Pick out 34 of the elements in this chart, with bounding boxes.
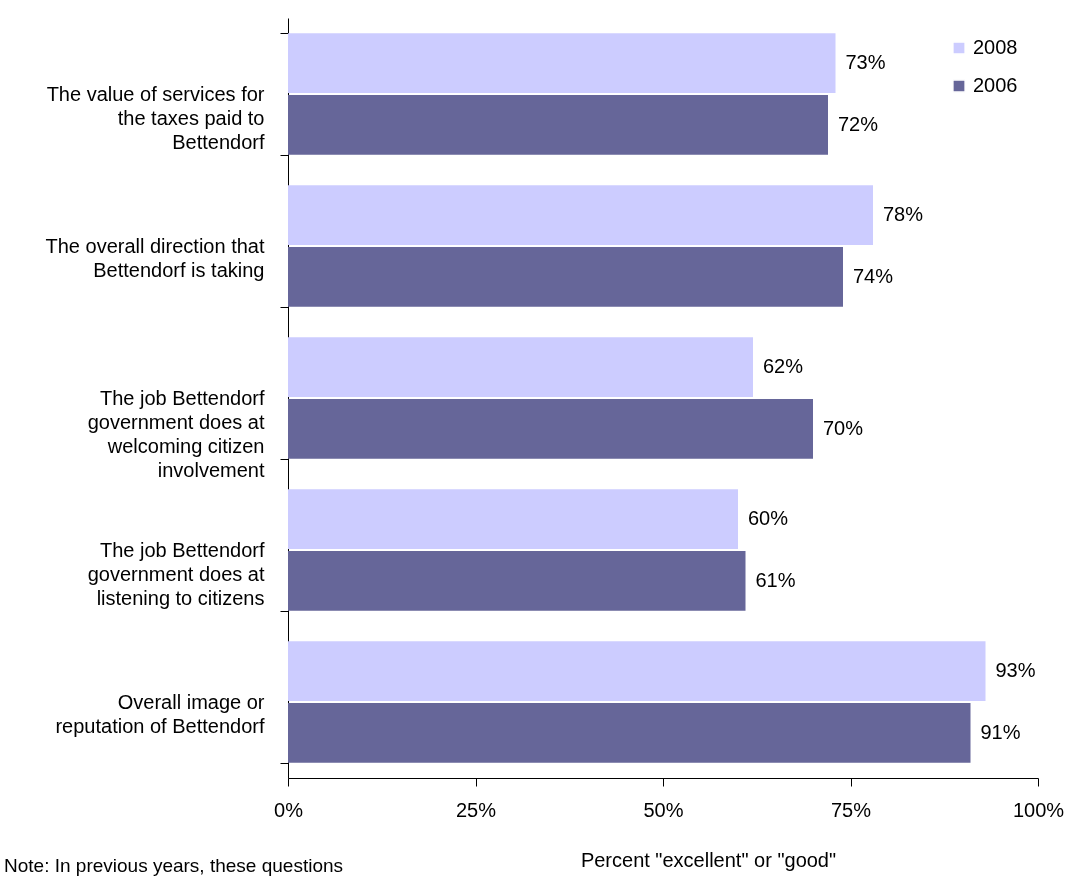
bar (288, 185, 873, 246)
data-label: 78% (883, 203, 924, 226)
bar (288, 94, 828, 155)
legend-label: 2006 (973, 74, 1018, 96)
data-label: 72% (838, 112, 879, 135)
x-tick-label: 100% (1012, 798, 1065, 821)
bar (288, 398, 813, 459)
data-label: 61% (755, 568, 796, 591)
bar (288, 337, 753, 398)
data-label: 74% (853, 264, 894, 287)
y-tick-label: The job Bettendorf government does at listening to citizens (87, 538, 265, 609)
x-tick-label: 0% (274, 798, 304, 821)
bar (288, 641, 986, 702)
x-tick-label: 25% (455, 798, 497, 821)
bar (288, 33, 836, 94)
bar (288, 550, 746, 611)
y-tick-label: The job Bettendorf government does at welcoming citizen involvement (87, 386, 265, 481)
data-label: 73% (845, 51, 886, 74)
y-tick-label: Overall image or reputation of Bettendorf (55, 690, 265, 737)
bar (288, 489, 738, 550)
x-tick-label: 75% (830, 798, 872, 821)
text: Note: In previous years, these questions (4, 855, 344, 876)
data-label: 91% (980, 720, 1021, 743)
bar (288, 702, 971, 763)
y-tick-label: The overall direction that Bettendorf is taking (45, 234, 265, 281)
data-label: 93% (995, 659, 1036, 682)
data-label: 60% (748, 507, 789, 530)
data-label: 62% (763, 355, 804, 378)
data-label: 70% (823, 416, 864, 439)
x-axis-title: Percent "excellent" or "good" (580, 848, 837, 871)
legend-label: 2008 (973, 36, 1018, 58)
bar (288, 246, 843, 307)
y-tick-label: The value of services for the taxes paid to Bettendorf (46, 82, 265, 153)
x-tick-label: 50% (643, 798, 684, 821)
